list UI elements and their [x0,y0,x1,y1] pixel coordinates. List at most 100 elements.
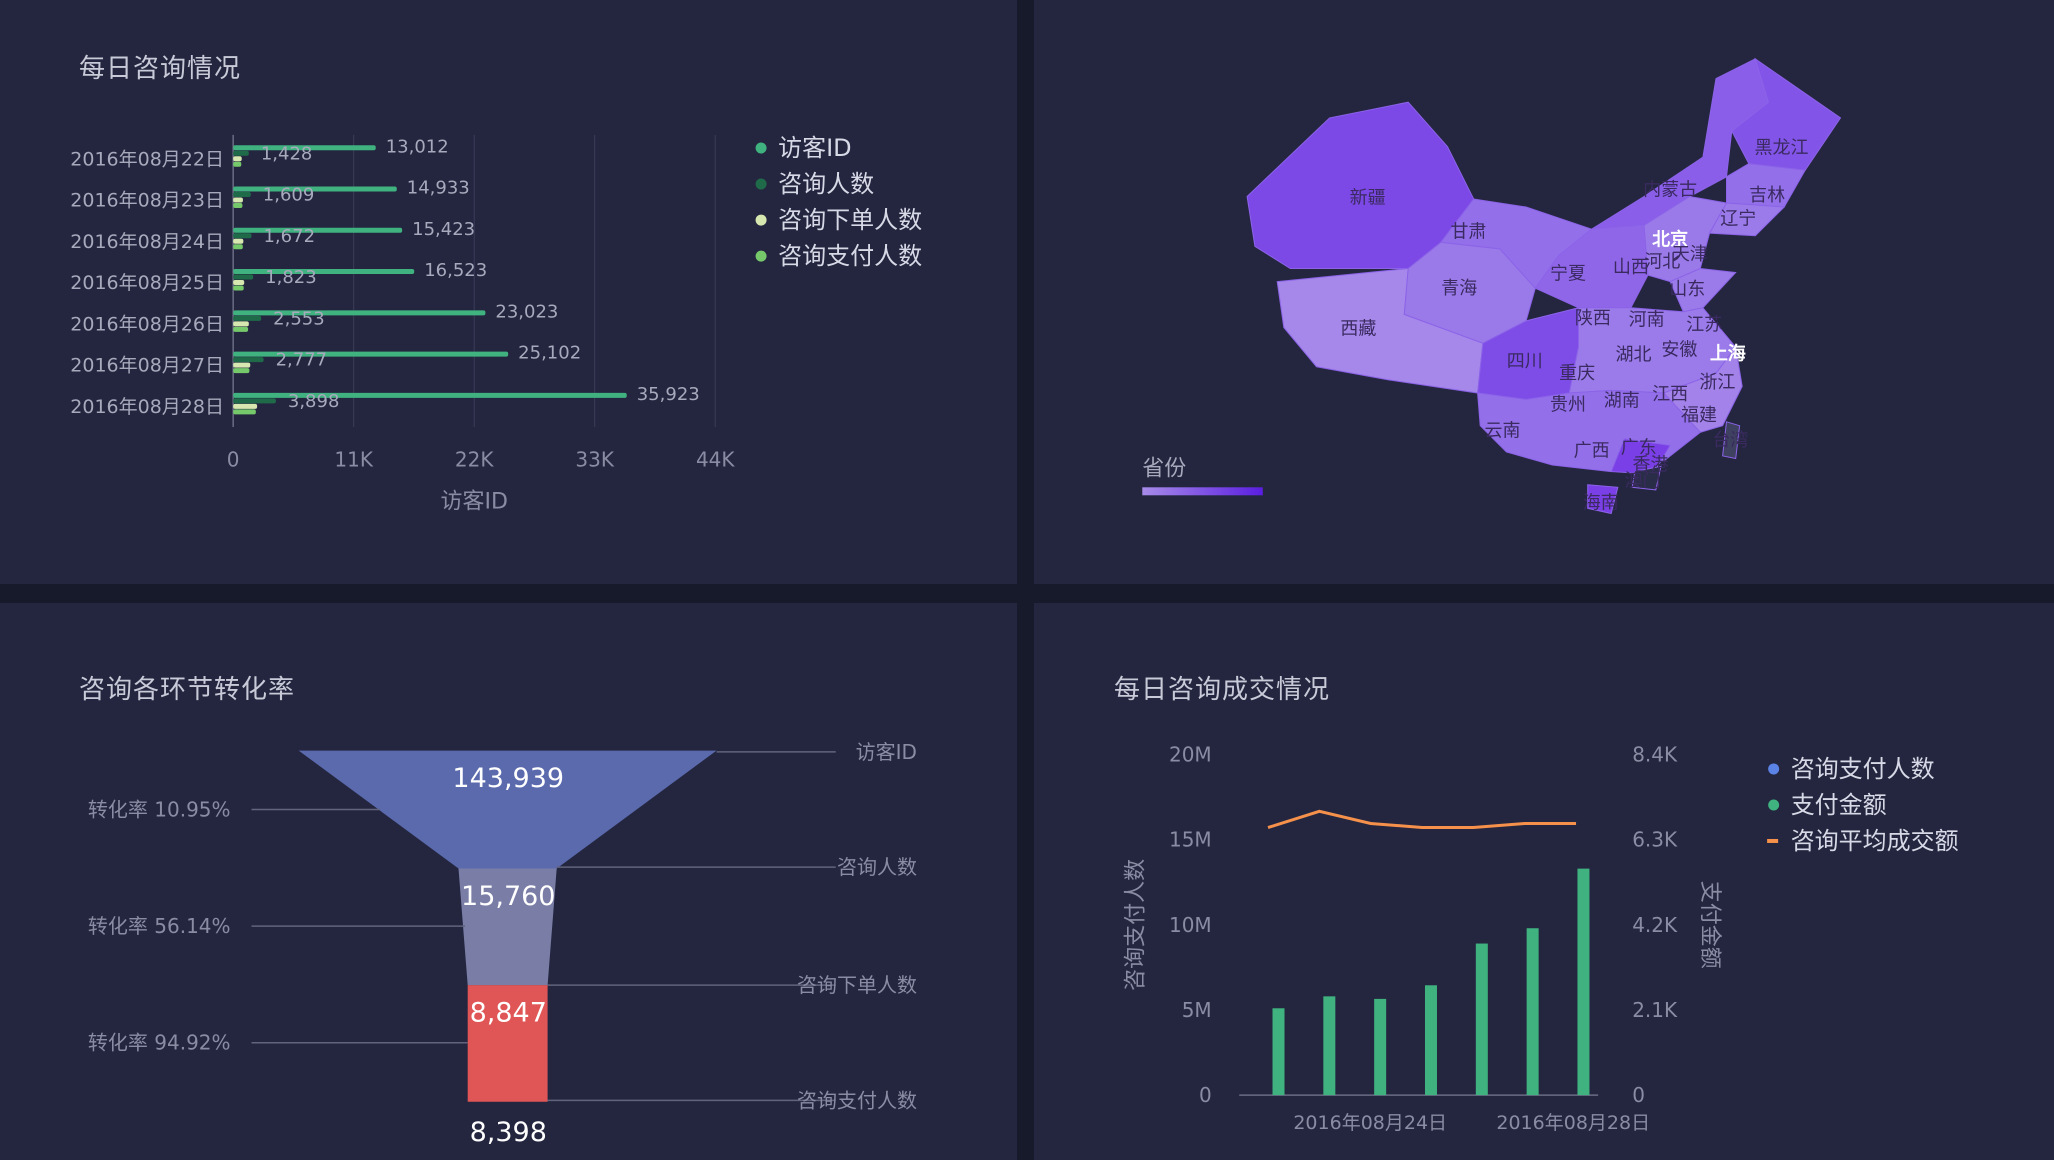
legend-marker [1768,799,1780,811]
province-label: 广西 [1574,440,1610,461]
value-label: 25,102 [518,343,581,364]
province-label: 辽宁 [1720,208,1756,229]
x-tick-label: 2016年08月28日 [1496,1112,1650,1134]
province-label: 云南 [1485,421,1521,442]
value-label: 35,923 [637,384,700,405]
x-tick-label: 44K [696,447,735,471]
secondary-value-label: 1,609 [263,185,315,206]
x-tick-label: 0 [227,447,240,471]
legend-dot [755,250,767,262]
y-left-tick-label: 20M [1169,743,1212,767]
bar-pay-amount [1374,998,1387,1096]
bar-3 [233,280,245,286]
bar-1 [233,269,415,275]
province-label: 上海 [1710,342,1746,364]
x-tick-label: 11K [334,447,373,471]
bar-1 [233,310,486,316]
y-right-axis-title: 支付金额 [1697,881,1722,969]
x-axis-label: 访客ID [440,489,507,514]
funnel-chart: 143,939 15,760 8,847 8,398 访客ID 咨询人数咨询下单人数咨询支… [88,740,917,1148]
province-label: 青海 [1441,278,1477,299]
bar-pay-amount [1475,943,1488,1096]
province-label: 安徽 [1661,339,1697,360]
conversion-label: 转化率 10.95% [88,798,231,822]
funnel-panel: 咨询各环节转化率 143,939 15,760 8,847 8,398 访客ID 咨询人数… [0,603,1017,1160]
y-right-tick-label: 8.4K [1632,743,1678,767]
bar-2 [233,398,276,404]
bar-pay-amount [1323,996,1336,1096]
y-left-axis-title: 咨询支付人数 [1123,859,1148,991]
bar-4 [233,409,256,415]
funnel-value-label: 8,398 [470,1117,547,1148]
legend-label: 咨询平均成交额 [1791,827,1959,855]
stage-name-label: 访客ID [856,740,917,764]
category-label: 2016年08月23日 [70,190,224,212]
bar-1 [233,227,403,233]
secondary-value-label: 1,428 [261,143,313,164]
province-label: 台湾 [1712,430,1748,451]
funnel-value-label: 8,847 [470,998,547,1029]
bar-pay-amount [1577,868,1590,1096]
funnel-value-label: 15,760 [461,881,555,912]
map-legend-gradient [1142,487,1263,496]
value-label: 23,023 [495,301,558,322]
bar-pay-amount [1272,1008,1285,1096]
value-label: 13,012 [386,136,449,157]
conversion-label: 转化率 56.14% [88,914,231,938]
category-label: 2016年08月25日 [70,272,224,294]
province-label: 广东 [1621,438,1657,459]
province-label: 香港 [1633,455,1669,476]
bar-3 [233,403,258,409]
category-label: 2016年08月27日 [70,355,224,377]
bar-3 [233,362,251,368]
province-label: 甘肃 [1450,222,1486,243]
secondary-value-label: 1,672 [263,226,315,247]
funnel-title: 咨询各环节转化率 [79,675,296,705]
secondary-value-label: 2,777 [276,350,328,371]
funnel-stage-2 [458,868,557,986]
x-tick-label: 33K [575,447,614,471]
bar-3 [233,321,249,327]
province-label: 江苏 [1686,315,1722,336]
y-left-tick-label: 15M [1169,828,1212,852]
province-label: 宁夏 [1550,263,1586,284]
secondary-value-label: 2,553 [273,308,325,329]
legend-dot [755,214,767,226]
daily-deal-title: 每日咨询成交情况 [1114,675,1331,705]
province-label: 浙江 [1699,372,1735,393]
y-right-tick-label: 0 [1632,1083,1645,1107]
bar-3 [233,156,242,162]
bar-4 [233,368,250,374]
x-tick-label: 2016年08月24日 [1293,1112,1447,1134]
province-label: 天津 [1672,244,1708,265]
y-left-tick-label: 0 [1199,1083,1212,1107]
category-label: 2016年08月22日 [70,148,224,170]
y-right-tick-label: 6.3K [1632,828,1678,852]
bar-1 [233,392,627,398]
province-label: 福建 [1681,405,1717,426]
bar-4 [233,326,249,332]
legend-label: 咨询支付人数 [1791,755,1935,783]
region-taiwan [1722,421,1741,460]
daily-consult-panel: 每日咨询情况 0 11K 22K 33K 44K 访客ID 2016年08月22日 13,01… [0,0,1017,584]
region-shandong [1669,267,1737,313]
province-label: 重庆 [1559,363,1595,384]
x-tick-label: 22K [455,447,494,471]
region-hk-macau [1631,465,1662,491]
y-left-tick-label: 5M [1182,998,1212,1022]
bar-2 [233,274,254,280]
stage-name-label: 咨询人数 [837,855,917,879]
legend-label: 咨询支付人数 [778,242,922,270]
y-right-tick-label: 4.2K [1632,913,1678,937]
category-label: 2016年08月24日 [70,231,224,253]
category-label: 2016年08月26日 [70,313,224,335]
bar-4 [233,285,244,291]
category-label: 2016年08月28日 [70,396,224,418]
province-label: 西藏 [1340,318,1376,339]
secondary-value-label: 3,898 [288,391,340,412]
bar-1 [233,186,397,192]
bar-2 [233,192,251,198]
daily-consult-chart: 0 11K 22K 33K 44K 访客ID 2016年08月22日 13,012 1,428 2… [70,134,922,514]
secondary-value-label: 1,823 [265,267,317,288]
